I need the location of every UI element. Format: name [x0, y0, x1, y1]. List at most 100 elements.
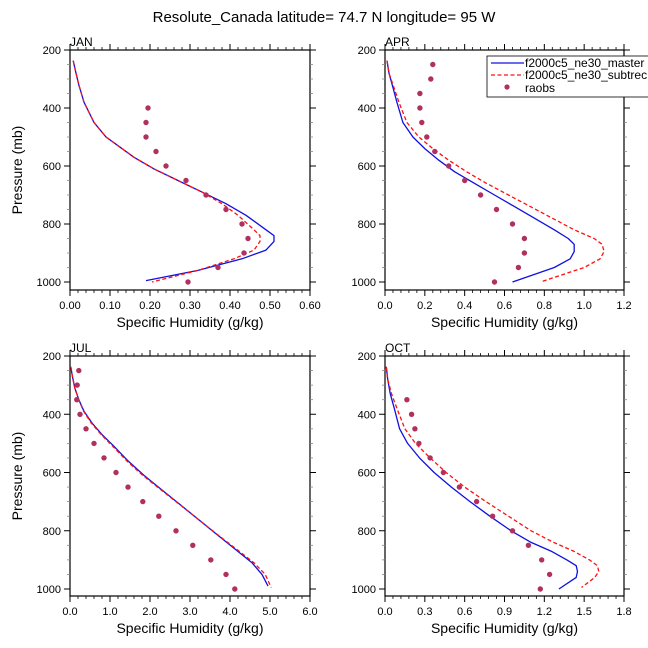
plot-frame	[384, 355, 625, 597]
raobs-point	[419, 119, 425, 126]
raobs-point	[183, 177, 189, 184]
x-tick-label: 1.0	[577, 300, 592, 312]
y-tick-label: 800	[43, 219, 61, 231]
panel-jul: JUL 0.0 1.0 2.0 3.0 4.0 5.0 6.0 200 400 600 800 1000…	[9, 341, 318, 636]
panel-title: OCT	[385, 341, 411, 355]
raobs-point	[424, 134, 430, 140]
panel-apr: APR 0.0 0.2 0.4 0.6 0.8 1.0 1.2 200 400 600 800 1000…	[352, 35, 632, 330]
raobs-point	[489, 513, 496, 519]
x-tick-label: 0.9	[497, 606, 512, 618]
raobs-point	[456, 484, 463, 490]
x-tick-label: 3.0	[182, 606, 197, 618]
raobs-point	[125, 484, 131, 490]
series-subtrec-line	[385, 366, 600, 589]
y-tick-label: 200	[43, 45, 61, 57]
panel-title: JAN	[70, 35, 93, 49]
plot-frame	[69, 355, 311, 597]
plot-area	[72, 60, 275, 285]
raobs-point	[76, 367, 82, 374]
x-tick-label: 0.20	[139, 300, 160, 312]
series-master-line	[386, 60, 575, 283]
raobs-point	[473, 498, 480, 505]
raobs-point	[223, 571, 229, 578]
raobs-point	[408, 411, 415, 417]
plot-area	[70, 366, 272, 592]
panel-jan: JAN 0.00 0.10 0.20 0.30 0.40 0.50 0.60 200 400 600…	[9, 35, 321, 330]
raobs-point	[491, 279, 498, 285]
legend-subtrec-label: f2000c5_ne30_subtrec	[525, 68, 647, 82]
panel-title: JUL	[70, 341, 92, 355]
raobs-point	[416, 440, 422, 447]
figure-title: Resolute_Canada latitude= 74.7 N longitu…	[153, 9, 497, 26]
x-tick-label: 4.0	[222, 606, 237, 618]
raobs-point	[537, 586, 543, 592]
y-tick-label: 400	[43, 103, 61, 115]
raobs-point	[404, 397, 410, 403]
x-tick-label: 0.00	[59, 300, 80, 312]
x-axis-label: Specific Humidity (g/kg)	[431, 314, 578, 330]
raobs-point	[223, 206, 229, 213]
plot-area	[386, 60, 605, 285]
y-tick-label: 1000	[37, 584, 61, 596]
y-tick-label: 800	[358, 526, 376, 538]
raobs-point	[493, 206, 500, 213]
raobs-point	[190, 542, 196, 548]
raobs-point	[163, 163, 169, 169]
x-tick-label: 0.6	[497, 300, 512, 312]
x-tick-label: 0.50	[259, 300, 280, 312]
raobs-point	[477, 192, 484, 198]
raobs-point	[185, 279, 191, 285]
raobs-point	[143, 134, 149, 140]
x-tick-label: 1.8	[616, 606, 631, 618]
raobs-point	[446, 163, 452, 169]
raobs-point	[428, 76, 434, 82]
raobs-point	[203, 192, 209, 198]
series-master-line	[385, 366, 579, 590]
y-tick-label: 400	[43, 409, 61, 421]
x-tick-label: 1.2	[537, 606, 552, 618]
x-tick-label: 0.60	[299, 300, 320, 312]
x-tick-label: 5.0	[262, 606, 277, 618]
raobs-point	[539, 557, 545, 563]
raobs-point	[232, 586, 238, 592]
y-tick-label: 400	[358, 409, 376, 421]
x-axis-label: Specific Humidity (g/kg)	[116, 314, 263, 330]
raobs-point	[145, 105, 151, 111]
y-tick-label: 600	[43, 468, 61, 480]
x-tick-label: 0.4	[457, 300, 472, 312]
raobs-point	[173, 528, 179, 534]
series-subtrec-line	[72, 60, 261, 283]
raobs-point	[215, 264, 221, 271]
raobs-point	[509, 528, 516, 534]
x-tick-label: 0.10	[99, 300, 120, 312]
x-axis-label: Specific Humidity (g/kg)	[431, 620, 578, 636]
raobs-point	[143, 119, 149, 126]
raobs-point	[417, 90, 423, 97]
y-tick-label: 1000	[37, 277, 61, 289]
raobs-point	[515, 264, 522, 271]
y-axis-label: Pressure (mb)	[9, 126, 25, 215]
x-tick-label: 1.2	[616, 300, 631, 312]
legend: f2000c5_ne30_master f2000c5_ne30_subtrec…	[486, 55, 648, 98]
plot-area	[385, 366, 600, 592]
raobs-point	[208, 557, 214, 563]
raobs-point	[153, 148, 159, 155]
raobs-point	[525, 542, 532, 548]
x-tick-label: 0.0	[62, 606, 77, 618]
raobs-point	[74, 382, 80, 388]
raobs-point	[101, 455, 107, 461]
y-tick-label: 600	[43, 161, 61, 173]
raobs-point	[412, 426, 418, 432]
plot-frame	[69, 49, 311, 291]
series-master-line	[72, 60, 275, 282]
y-tick-label: 1000	[352, 277, 376, 289]
raobs-point	[156, 513, 162, 519]
x-tick-label: 2.0	[142, 606, 157, 618]
x-tick-label: 0.40	[219, 300, 240, 312]
legend-master-label: f2000c5_ne30_master	[525, 56, 644, 70]
raobs-point	[417, 105, 423, 111]
y-tick-label: 200	[43, 351, 61, 363]
raobs-point	[239, 221, 245, 227]
raobs-point	[140, 498, 146, 505]
